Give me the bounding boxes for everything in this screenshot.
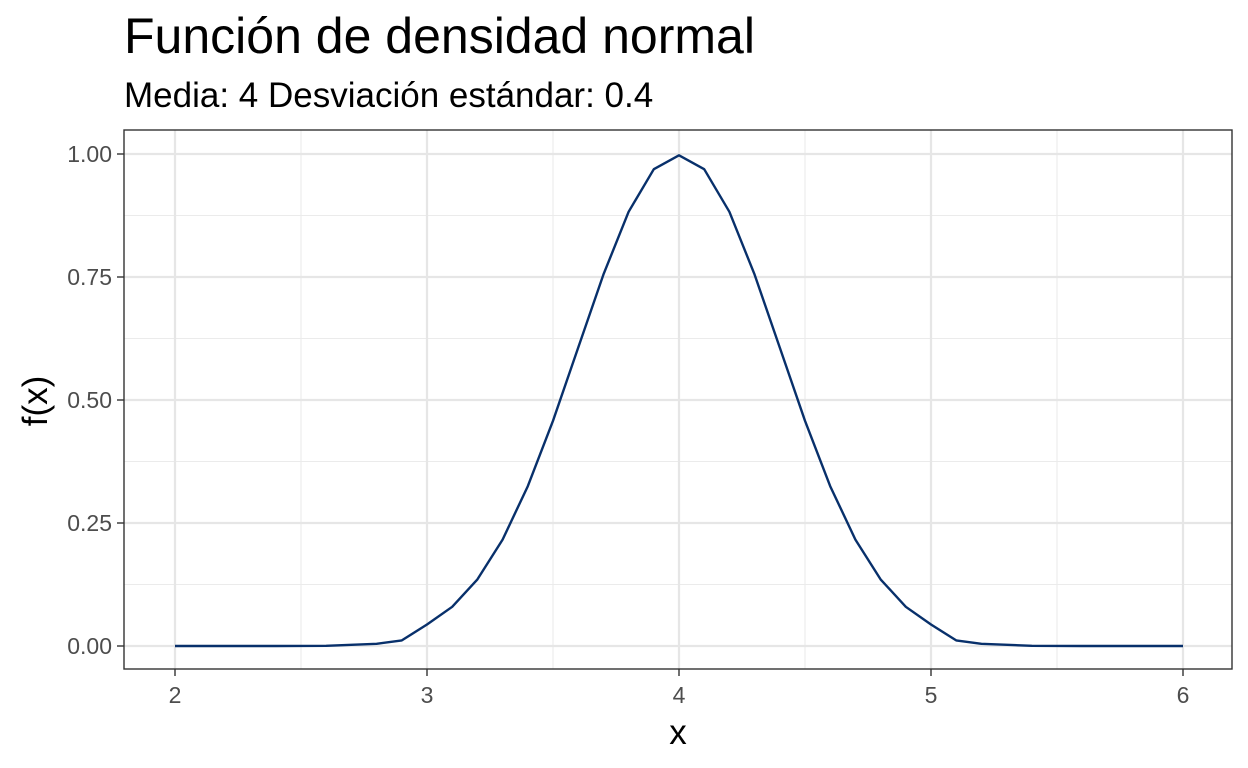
chart-title: Función de densidad normal — [124, 8, 755, 64]
y-tick-label: 0.50 — [67, 387, 112, 413]
x-tick-label: 3 — [421, 682, 434, 708]
x-tick-label: 6 — [1177, 682, 1190, 708]
y-tick-label: 0.00 — [67, 633, 112, 659]
x-tick-label: 5 — [925, 682, 938, 708]
x-tick-label: 2 — [169, 682, 182, 708]
x-axis-label: x — [669, 713, 687, 752]
y-tick-label: 1.00 — [67, 141, 112, 167]
chart-subtitle: Media: 4 Desviación estándar: 0.4 — [124, 76, 654, 115]
density-curve — [175, 154, 1183, 648]
y-tick-label: 0.75 — [67, 264, 112, 290]
x-tick-label: 4 — [673, 682, 686, 708]
y-tick-label: 0.25 — [67, 510, 112, 536]
